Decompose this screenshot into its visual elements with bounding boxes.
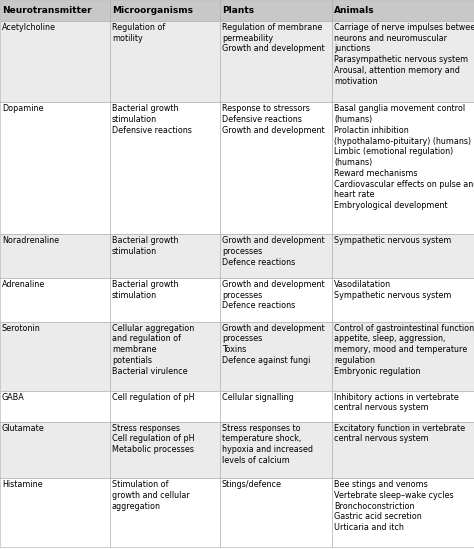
Text: Growth and development
processes
Toxins
Defence against fungi: Growth and development processes Toxins … xyxy=(222,324,325,365)
Bar xyxy=(110,322,220,390)
Text: Plants: Plants xyxy=(222,6,254,15)
Bar xyxy=(332,478,474,547)
Text: Basal ganglia movement control
(humans)
Prolactin inhibition
(hypothalamo-pituit: Basal ganglia movement control (humans) … xyxy=(334,104,474,210)
Text: Regulation of membrane
permeability
Growth and development: Regulation of membrane permeability Grow… xyxy=(222,23,325,53)
Bar xyxy=(110,422,220,478)
Text: Response to stressors
Defensive reactions
Growth and development: Response to stressors Defensive reaction… xyxy=(222,104,325,135)
Text: Cellular aggregation
and regulation of
membrane
potentials
Bacterial virulence: Cellular aggregation and regulation of m… xyxy=(112,324,194,376)
Text: Acetylcholine: Acetylcholine xyxy=(2,23,56,32)
Text: Vasodilatation
Sympathetic nervous system: Vasodilatation Sympathetic nervous syste… xyxy=(334,280,451,300)
Text: Regulation of
motility: Regulation of motility xyxy=(112,23,165,42)
Bar xyxy=(110,278,220,322)
Text: Excitatory function in vertebrate
central nervous system: Excitatory function in vertebrate centra… xyxy=(334,424,465,444)
Bar xyxy=(0,21,110,102)
Text: Animals: Animals xyxy=(334,6,374,15)
Text: Microorganisms: Microorganisms xyxy=(112,6,193,15)
Bar xyxy=(332,21,474,102)
Text: Growth and development
processes
Defence reactions: Growth and development processes Defence… xyxy=(222,236,325,267)
Bar xyxy=(220,422,332,478)
Text: Bacterial growth
stimulation: Bacterial growth stimulation xyxy=(112,280,179,300)
Text: Inhibitory actions in vertebrate
central nervous system: Inhibitory actions in vertebrate central… xyxy=(334,393,459,412)
Bar xyxy=(220,478,332,547)
Text: Stress responses to
temperature shock,
hypoxia and increased
levels of calcium: Stress responses to temperature shock, h… xyxy=(222,424,313,465)
Bar xyxy=(110,21,220,102)
Bar xyxy=(220,278,332,322)
Text: Bee stings and venoms
Vertebrate sleep–wake cycles
Bronchoconstriction
Gastric a: Bee stings and venoms Vertebrate sleep–w… xyxy=(334,480,454,532)
Text: Control of gastrointestinal function,
appetite, sleep, aggression,
memory, mood : Control of gastrointestinal function, ap… xyxy=(334,324,474,376)
Bar xyxy=(0,390,110,422)
Text: Adrenaline: Adrenaline xyxy=(2,280,45,289)
Text: Sympathetic nervous system: Sympathetic nervous system xyxy=(334,236,451,245)
Bar xyxy=(110,102,220,234)
Bar xyxy=(220,21,332,102)
Text: Neurotransmitter: Neurotransmitter xyxy=(2,6,91,15)
Bar xyxy=(0,234,110,278)
Text: Cellular signalling: Cellular signalling xyxy=(222,393,293,402)
Text: Growth and development
processes
Defence reactions: Growth and development processes Defence… xyxy=(222,280,325,310)
Bar xyxy=(0,0,110,21)
Text: Histamine: Histamine xyxy=(2,480,43,489)
Bar xyxy=(332,278,474,322)
Text: Stress responses
Cell regulation of pH
Metabolic processes: Stress responses Cell regulation of pH M… xyxy=(112,424,194,454)
Text: Bacterial growth
stimulation
Defensive reactions: Bacterial growth stimulation Defensive r… xyxy=(112,104,192,135)
Bar xyxy=(332,234,474,278)
Bar xyxy=(332,322,474,390)
Bar xyxy=(0,422,110,478)
Bar xyxy=(0,102,110,234)
Bar xyxy=(110,0,220,21)
Bar xyxy=(332,0,474,21)
Bar xyxy=(220,390,332,422)
Text: Stings/defence: Stings/defence xyxy=(222,480,282,489)
Text: Glutamate: Glutamate xyxy=(2,424,45,433)
Bar xyxy=(332,390,474,422)
Bar xyxy=(332,422,474,478)
Bar xyxy=(220,322,332,390)
Bar xyxy=(0,478,110,547)
Text: GABA: GABA xyxy=(2,393,25,402)
Bar xyxy=(220,102,332,234)
Bar xyxy=(110,234,220,278)
Text: Stimulation of
growth and cellular
aggregation: Stimulation of growth and cellular aggre… xyxy=(112,480,190,511)
Text: Cell regulation of pH: Cell regulation of pH xyxy=(112,393,194,402)
Text: Dopamine: Dopamine xyxy=(2,104,44,113)
Bar xyxy=(220,234,332,278)
Bar xyxy=(110,478,220,547)
Text: Carriage of nerve impulses between
neurons and neuromuscular
junctions
Parasympa: Carriage of nerve impulses between neuro… xyxy=(334,23,474,86)
Text: Serotonin: Serotonin xyxy=(2,324,41,333)
Bar xyxy=(332,102,474,234)
Bar xyxy=(220,0,332,21)
Bar xyxy=(110,390,220,422)
Text: Noradrenaline: Noradrenaline xyxy=(2,236,59,245)
Bar xyxy=(0,322,110,390)
Text: Bacterial growth
stimulation: Bacterial growth stimulation xyxy=(112,236,179,256)
Bar xyxy=(0,278,110,322)
